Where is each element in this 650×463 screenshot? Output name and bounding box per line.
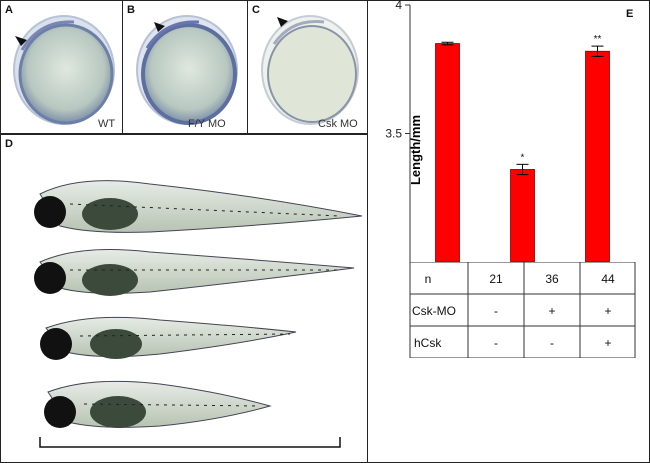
- caption-csk-mo: Csk MO: [318, 118, 358, 130]
- table-cell: 44: [601, 272, 615, 286]
- table-row-label-csk-mo: Csk-MO: [412, 304, 456, 318]
- caption-fy-mo: F/Y MO: [188, 118, 226, 130]
- embryo-image-a: [13, 15, 115, 125]
- panel-label-d: D: [5, 138, 13, 150]
- arrowhead-marker-b: [154, 22, 165, 32]
- table-row-label-hcsk: hCsk: [414, 336, 442, 350]
- table-cell: 21: [489, 272, 503, 286]
- arrowhead-marker-c: [277, 17, 288, 27]
- panel-divider-ab: [122, 0, 123, 134]
- embryo-image-c: [261, 15, 359, 125]
- y-tick-label: 3.5: [385, 127, 402, 141]
- y-axis-label: Length/mm: [408, 115, 423, 185]
- larva-1: [34, 180, 363, 233]
- bar: [510, 169, 535, 263]
- table-cell: -: [494, 304, 498, 318]
- embryo-image-b: [136, 15, 238, 125]
- panel-label-c: C: [252, 4, 260, 16]
- table-cell: -: [550, 336, 554, 350]
- larvae-image: [34, 180, 363, 448]
- table-cell: +: [604, 336, 612, 350]
- caption-wt: WT: [98, 118, 116, 130]
- significance-label: **: [594, 34, 602, 45]
- bar: [585, 50, 610, 263]
- bar: [435, 43, 460, 263]
- arrowhead-marker-a: [15, 36, 27, 46]
- bar-chart: Length/mm 4 3.5 * **: [368, 0, 650, 463]
- larva-4: [44, 380, 272, 428]
- table-cell: 36: [545, 272, 559, 286]
- larva-3: [40, 316, 297, 360]
- panel-label-e: E: [626, 8, 634, 20]
- condition-table: [409, 262, 636, 358]
- table-cell: +: [604, 304, 612, 318]
- table-row-label-n: n: [424, 272, 432, 286]
- scale-bracket: [39, 437, 341, 448]
- panel-label-a: A: [5, 4, 13, 16]
- significance-label: *: [521, 152, 525, 163]
- panel-label-b: B: [127, 4, 135, 16]
- table-cell: -: [494, 336, 498, 350]
- table-cell: +: [548, 304, 556, 318]
- y-tick-label: 4: [395, 0, 402, 12]
- larva-2: [34, 249, 355, 296]
- panel-divider-bc: [247, 0, 248, 134]
